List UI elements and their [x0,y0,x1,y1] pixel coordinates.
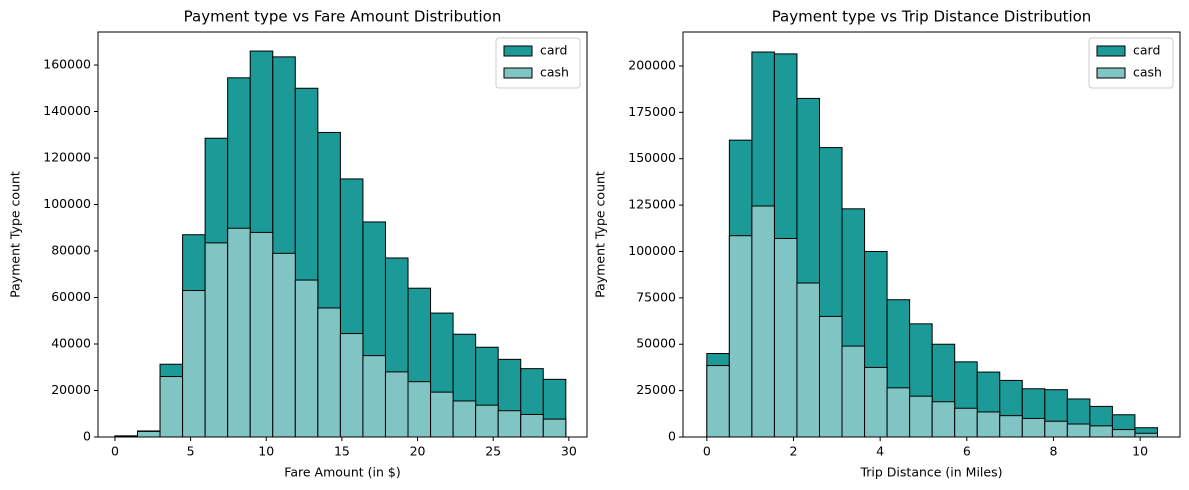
chart-panel: 0 2 4 6 8 10 0 25000 50000 75000 100000 125000 15000… [593,8,1181,480]
legend-label: cash [1133,65,1162,80]
bar [706,365,730,438]
y-tick-label: 20000 [51,382,91,397]
x-axis-label: Fare Amount (in $) [284,465,400,480]
bar [954,407,978,438]
chart-title: Payment type vs Trip Distance Distributi… [772,8,1092,26]
y-tick-label: 0 [83,429,91,444]
x-tick-label: 30 [561,444,577,459]
x-tick-label: 10 [1132,444,1148,459]
y-axis-label: Payment Type count [8,171,23,298]
axes-frame [97,31,588,438]
bar [1021,417,1046,438]
x-tick-label: 25 [485,444,501,459]
bar [1134,432,1158,438]
bar [886,387,911,438]
y-tick-label: 150000 [628,150,676,165]
x-tick-label: 0 [111,444,119,459]
x-tick-label: 2 [790,444,798,459]
bar [272,252,296,438]
bar [407,381,432,438]
x-tick-label: 5 [187,444,195,459]
bar [362,355,386,438]
bar [1089,425,1113,438]
y-tick-label: 120000 [43,150,91,165]
chart-title: Payment type vs Fare Amount Distribution [184,8,502,26]
x-axis-label: Trip Distance (in Miles) [859,465,1002,480]
bar [864,366,888,438]
legend-swatch [503,45,533,57]
x-tick-label: 20 [410,444,426,459]
bar [136,430,161,438]
bar [294,279,319,438]
legend-swatch [503,67,533,79]
bar [728,235,753,438]
y-tick-label: 40000 [51,336,91,351]
axes-frame [682,31,1181,438]
bar [339,333,364,438]
bar [430,391,454,438]
bar [796,282,820,438]
bar [384,371,409,438]
bar [841,345,866,438]
y-tick-label: 140000 [43,103,91,118]
bar [227,227,251,438]
bar [317,307,341,438]
bar [1111,429,1136,438]
bar [249,231,274,438]
y-tick-label: 0 [668,429,676,444]
y-tick-label: 50000 [636,336,676,351]
bar [182,290,206,438]
legend-label: card [540,43,567,58]
bar [159,376,184,438]
bar [931,401,956,438]
legend-swatch [1096,45,1126,57]
bar [497,410,522,438]
bar [475,404,499,438]
bar [773,237,798,438]
y-axis-label: Payment Type count [593,171,608,298]
bar [999,415,1023,438]
y-tick-label: 125000 [628,197,676,212]
x-tick-label: 4 [876,444,884,459]
y-tick-label: 80000 [51,243,91,258]
bar [976,411,1001,438]
legend-label: card [1133,43,1160,58]
legend-swatch [1096,67,1126,79]
x-tick-label: 6 [963,444,971,459]
x-tick-label: 10 [258,444,274,459]
chart-panel: 0 5 10 15 20 25 30 0 20000 40000 60000 80000 100000 1… [8,8,588,480]
bar [204,242,229,438]
bar [520,413,544,438]
bar [751,205,775,438]
bar [1044,420,1068,438]
y-tick-label: 160000 [43,57,91,72]
x-tick-label: 8 [1049,444,1057,459]
bar [818,315,843,438]
legend-label: cash [540,65,569,80]
y-tick-label: 25000 [636,382,676,397]
y-tick-label: 175000 [628,104,676,119]
bar [452,400,477,438]
x-tick-label: 15 [334,444,350,459]
y-tick-label: 100000 [43,196,91,211]
y-tick-label: 200000 [628,57,676,72]
y-tick-label: 100000 [628,243,676,258]
x-tick-label: 0 [703,444,711,459]
bar [542,418,567,438]
bar [1066,423,1091,438]
y-tick-label: 75000 [636,289,676,304]
bar [909,395,933,438]
y-tick-label: 60000 [51,289,91,304]
